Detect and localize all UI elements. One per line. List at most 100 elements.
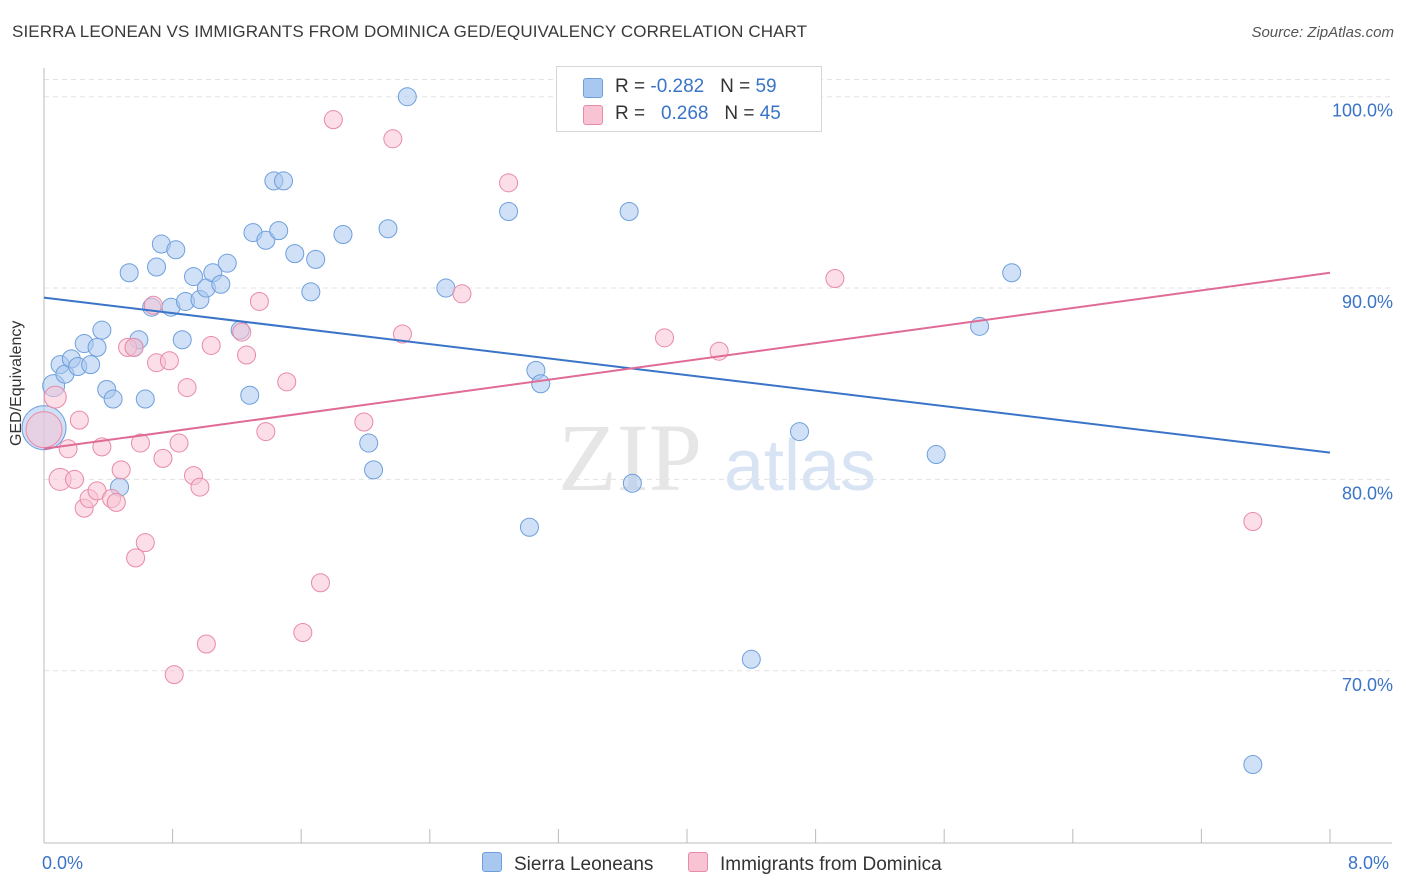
source-label: Source: ZipAtlas.com	[1251, 24, 1394, 41]
point-sierra-leonean	[301, 282, 321, 302]
point-sierra-leonean	[274, 171, 294, 191]
point-dominica	[169, 433, 189, 453]
point-sierra-leonean	[269, 221, 289, 241]
point-dominica	[196, 634, 216, 654]
legend-text: R = 0.268 N = 45	[615, 103, 781, 125]
trend-lines	[43, 271, 1331, 454]
point-dominica	[249, 291, 269, 311]
bottom-legend-label: Sierra Leoneans	[514, 854, 654, 875]
trend-line-sierra-leoneans	[43, 296, 1331, 454]
legend-r-label: R =	[615, 76, 651, 97]
point-dominica	[25, 411, 63, 449]
x-tick-label-max: 8.0%	[1348, 853, 1390, 873]
point-sierra-leonean	[359, 433, 379, 453]
point-dominica	[825, 268, 845, 288]
point-dominica	[190, 477, 210, 497]
point-sierra-leonean	[622, 473, 642, 493]
bottom-legend-sierra-leoneans: Sierra Leoneans	[482, 852, 653, 876]
point-sierra-leonean	[436, 278, 456, 298]
point-sierra-leonean	[87, 337, 107, 357]
legend-swatch-blue	[583, 78, 603, 98]
bottom-legend-label: Immigrants from Dominica	[720, 854, 942, 875]
point-sierra-leonean	[81, 355, 101, 375]
point-sierra-leonean	[619, 202, 639, 222]
y-axis-label: GED/Equivalency	[8, 320, 25, 446]
x-tick-label-min: 0.0%	[42, 853, 84, 873]
point-sierra-leonean	[147, 257, 167, 277]
y-tick-label: 80.0%	[1342, 483, 1393, 503]
trend-line-dominica	[43, 271, 1331, 450]
point-sierra-leonean	[519, 517, 539, 537]
point-sierra-leonean	[926, 445, 946, 465]
point-dominica	[256, 422, 276, 442]
point-dominica	[354, 412, 374, 432]
point-dominica	[177, 378, 197, 398]
point-dominica	[159, 351, 179, 371]
point-dominica	[323, 110, 343, 130]
grid-lines	[44, 78, 1392, 672]
watermark-zip: ZIP	[558, 404, 702, 511]
legend-r-value: -0.282	[650, 76, 705, 97]
y-tick-label: 100.0%	[1332, 101, 1393, 121]
point-dominica	[1243, 512, 1263, 532]
point-dominica	[153, 448, 173, 468]
point-dominica	[124, 337, 144, 357]
legend-r-value: 0.268	[660, 103, 709, 124]
point-dominica	[58, 439, 78, 459]
legend-n-label: N =	[720, 76, 756, 97]
point-sierra-leonean	[285, 244, 305, 264]
legend-n-value: 59	[755, 76, 777, 97]
point-dominica	[293, 623, 313, 643]
point-sierra-leonean	[531, 374, 551, 394]
point-dominica	[126, 548, 146, 568]
point-sierra-leonean	[103, 389, 123, 409]
point-sierra-leonean	[1002, 263, 1022, 283]
point-sierra-leonean	[172, 330, 192, 350]
point-dominica	[654, 328, 674, 348]
y-tick-label: 70.0%	[1342, 675, 1393, 695]
point-dominica	[43, 385, 67, 409]
point-dominica	[130, 433, 150, 453]
legend-row-sierra-leoneans: R = -0.282 N = 59	[557, 75, 819, 101]
point-sierra-leonean	[741, 649, 761, 669]
legend-r-label: R =	[615, 103, 651, 124]
point-dominica	[383, 129, 403, 149]
point-sierra-leonean	[166, 240, 186, 260]
point-sierra-leonean	[240, 385, 260, 405]
point-sierra-leonean	[364, 460, 384, 480]
point-sierra-leonean	[306, 249, 326, 269]
point-dominica	[135, 533, 155, 553]
legend-n-label: N =	[724, 103, 760, 124]
watermark: ZIP atlas	[558, 404, 876, 511]
chart-title: SIERRA LEONEAN VS IMMIGRANTS FROM DOMINI…	[12, 22, 808, 41]
point-dominica	[237, 345, 257, 365]
y-tick-labels: 100.0% 90.0% 80.0% 70.0%	[1332, 101, 1393, 695]
point-dominica	[69, 410, 89, 430]
point-sierra-leonean	[378, 219, 398, 239]
legend-text: R = -0.282 N = 59	[615, 76, 777, 98]
axes	[43, 68, 1392, 844]
legend-swatch-pink	[583, 105, 603, 125]
point-dominica	[164, 665, 184, 685]
legend-n-value: 45	[759, 103, 781, 124]
point-sierra-leonean	[183, 267, 203, 287]
point-dominica	[106, 492, 126, 512]
y-tick-label: 90.0%	[1342, 292, 1393, 312]
point-sierra-leonean	[256, 230, 276, 250]
point-dominica	[65, 469, 85, 489]
point-dominica	[111, 460, 131, 480]
point-sierra-leonean	[397, 87, 417, 107]
point-sierra-leonean	[217, 253, 237, 273]
data-points	[21, 87, 1263, 775]
correlation-legend: R = -0.282 N = 59 R = 0.268 N = 45	[556, 66, 822, 132]
point-dominica	[201, 335, 221, 355]
point-sierra-leonean	[790, 422, 810, 442]
bottom-legend-dominica: Immigrants from Dominica	[688, 852, 942, 876]
point-sierra-leonean	[135, 389, 155, 409]
point-dominica	[392, 324, 412, 344]
point-sierra-leonean	[211, 274, 231, 294]
point-sierra-leonean	[499, 202, 519, 222]
point-dominica	[499, 173, 519, 193]
point-dominica	[232, 322, 252, 342]
